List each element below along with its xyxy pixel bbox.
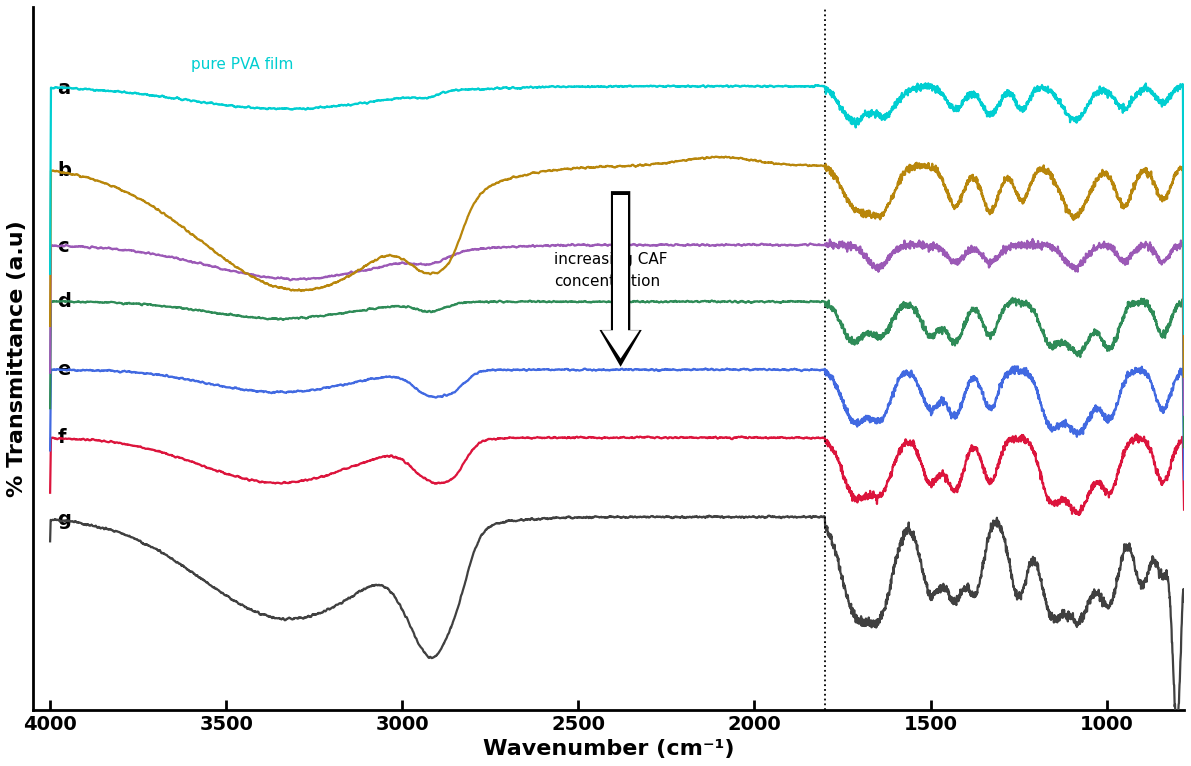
FancyArrow shape [613, 195, 628, 332]
Text: b: b [57, 161, 71, 180]
FancyArrow shape [601, 329, 640, 358]
Text: pure PVA film: pure PVA film [191, 57, 293, 72]
Y-axis label: % Transmittance (a.u): % Transmittance (a.u) [7, 220, 27, 496]
FancyArrow shape [599, 192, 642, 367]
Text: a: a [57, 79, 70, 97]
Text: increasing CAF: increasing CAF [554, 251, 667, 267]
Text: d: d [57, 292, 71, 311]
X-axis label: Wavenumber (cm⁻¹): Wavenumber (cm⁻¹) [482, 739, 734, 759]
Text: e: e [57, 360, 70, 379]
Text: c: c [57, 237, 69, 256]
Text: f: f [57, 428, 66, 447]
Text: concentration: concentration [554, 274, 660, 290]
Text: g: g [57, 510, 71, 529]
